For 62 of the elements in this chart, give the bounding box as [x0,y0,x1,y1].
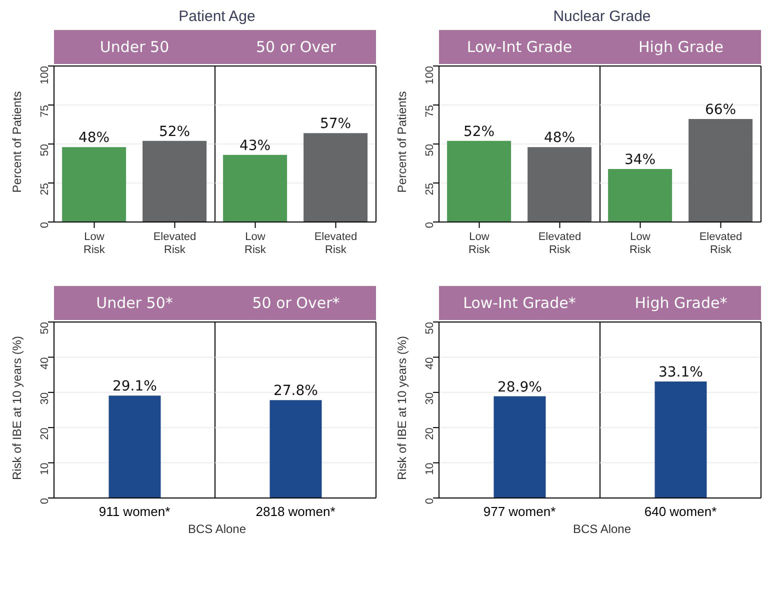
text: Low-Int Grade [439,30,600,64]
y-tick-label: 10 [38,462,51,476]
y-tick-label: 75 [424,105,436,118]
data-label: 33.1% [658,364,703,380]
x-tick-label: 2818 women* [256,504,336,519]
y-axis-title: Percent of Patients [395,91,409,193]
x-tick-label: Low Risk [244,231,266,256]
data-label: 52% [463,124,495,140]
data-label: 29.1% [112,378,157,395]
y-tick-label: 0 [424,222,436,228]
text: 50 or Over [215,30,376,64]
y-tick-label: 0 [424,498,436,504]
data-label: 34% [624,152,656,168]
data-label: 28.9% [498,379,542,396]
text: High Grade* [600,286,761,320]
text: Under 50* [54,286,215,320]
y-tick-label: 40 [38,357,51,370]
data-label: 66% [704,102,736,118]
text: Under 50 [54,30,215,64]
x-tick-label: Low Risk [630,231,652,256]
y-tick-label: 50 [424,144,436,156]
y-axis-title: Risk of IBE at 10 years (%) [10,336,24,480]
x-tick-label: Elevated Risk [153,231,196,256]
y-tick-label: 20 [38,428,51,440]
x-tick-label: Low Risk [468,231,490,256]
chart-title: Nuclear Grade [552,8,652,27]
text: Low-Int Grade* [439,286,600,320]
text: High Grade [600,30,761,64]
y-tick-label: 0 [38,498,51,504]
y-tick-label: 75 [38,105,51,118]
x-tick-label: Elevated Risk [314,231,358,256]
x-tick-label: Low Risk [84,231,106,256]
y-axis-title: Percent of Patients [10,91,24,193]
y-tick-label: 40 [424,357,436,370]
x-axis-title: BCS Alone [186,522,248,536]
x-tick-label: 911 women* [98,504,170,519]
y-tick-label: 50 [38,322,51,334]
x-axis-title: BCS Alone [572,522,632,536]
y-tick-label: 50 [424,322,436,334]
y-tick-label: 25 [424,183,436,196]
data-label: 57% [320,116,352,132]
y-tick-label: 100 [424,66,436,84]
y-tick-label: 30 [424,392,436,405]
x-tick-label: Elevated Risk [538,231,582,256]
x-tick-label: Elevated Risk [699,231,742,256]
data-label: 52% [158,124,190,140]
chart-title: Patient Age [178,8,256,27]
y-tick-label: 30 [38,392,51,405]
data-label: 43% [239,138,271,154]
y-tick-label: 25 [38,183,51,196]
y-tick-label: 10 [424,462,436,476]
y-tick-label: 0 [38,222,51,228]
y-tick-label: 20 [424,428,436,440]
y-axis-title: Risk of IBE at 10 years (%) [395,336,409,480]
data-label: 27.8% [274,383,318,400]
x-tick-label: 977 women* [483,504,556,519]
data-label: 48% [544,130,576,146]
y-tick-label: 50 [38,144,51,156]
x-tick-label: 640 women* [644,504,717,519]
data-label: 48% [78,130,110,146]
y-tick-label: 100 [38,66,51,84]
text: 50 or Over* [215,286,376,320]
